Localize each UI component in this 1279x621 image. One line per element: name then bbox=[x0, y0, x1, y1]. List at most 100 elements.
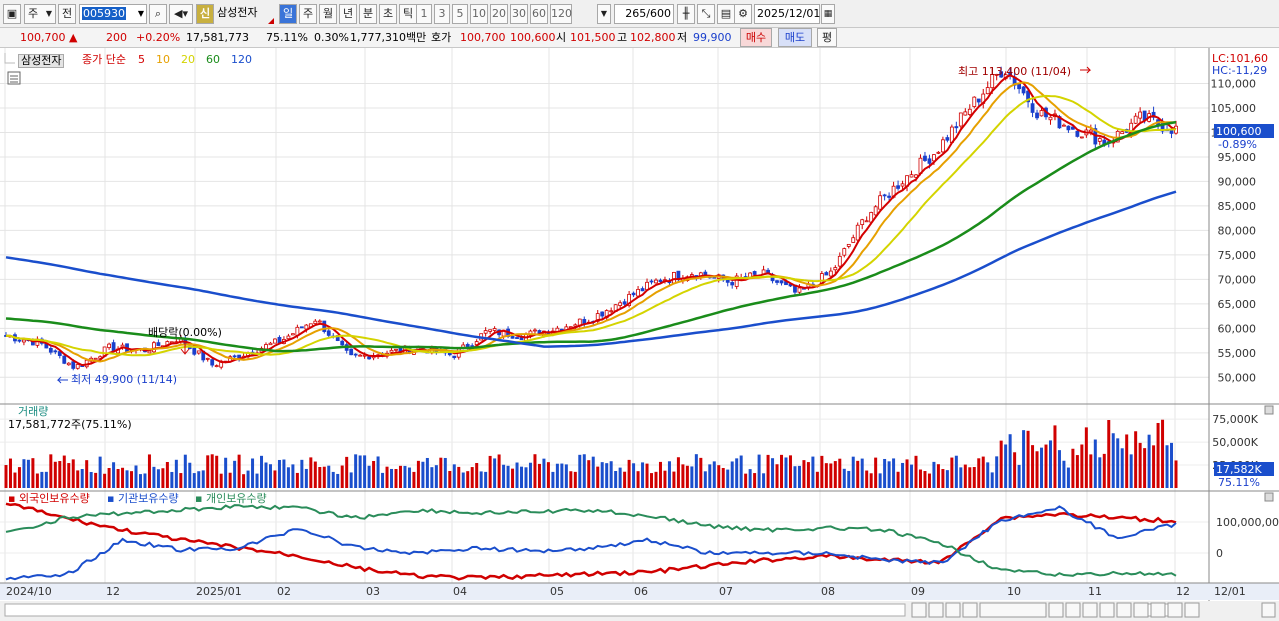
volume-bar bbox=[515, 462, 519, 488]
volume-bar bbox=[712, 461, 716, 488]
volume-bar bbox=[107, 468, 111, 488]
volume-bar bbox=[8, 458, 12, 488]
candle-body bbox=[734, 275, 739, 287]
candle-body bbox=[878, 195, 883, 210]
interval-option-10[interactable]: 10 bbox=[470, 4, 488, 24]
sell-button[interactable]: 매도 bbox=[778, 28, 812, 47]
volume-bar bbox=[219, 473, 223, 488]
candle-body bbox=[976, 98, 981, 103]
volume-bar bbox=[762, 473, 766, 488]
volume-bar bbox=[963, 464, 967, 488]
candle-body bbox=[882, 194, 887, 197]
stop-icon bbox=[945, 602, 961, 618]
volume-bar bbox=[869, 473, 873, 488]
current-price-label: 100,600 bbox=[1216, 125, 1262, 138]
volume-bar bbox=[304, 468, 308, 488]
candle-body bbox=[958, 112, 963, 127]
volume-bar bbox=[215, 455, 219, 488]
period-tab-6[interactable]: 틱 bbox=[399, 4, 417, 24]
interval-option-1[interactable]: 1 bbox=[416, 4, 432, 24]
buy-button[interactable]: 매수 bbox=[740, 28, 772, 47]
candle-body bbox=[1138, 111, 1143, 119]
volume-bar bbox=[838, 458, 842, 488]
ownership-legend-1[interactable]: ▪ 기관보유수량 bbox=[107, 492, 179, 505]
volume-bar bbox=[331, 471, 335, 488]
volume-bar bbox=[829, 463, 833, 488]
interval-option-30[interactable]: 30 bbox=[510, 4, 528, 24]
gear-icon[interactable]: ⚙ bbox=[734, 4, 752, 24]
period-tab-1[interactable]: 주 bbox=[299, 4, 317, 24]
volume-bar bbox=[1040, 447, 1044, 488]
ma-legend-20[interactable]: 20 bbox=[181, 53, 195, 66]
new-badge[interactable]: 신 bbox=[196, 4, 214, 24]
volume-bar bbox=[690, 466, 694, 488]
horizontal-scrollbar[interactable] bbox=[4, 603, 906, 617]
candle-chart-icon[interactable]: ▣ bbox=[3, 4, 21, 24]
candles-icon[interactable]: ╫ bbox=[677, 4, 695, 24]
save-icon[interactable]: ▤ bbox=[717, 4, 735, 24]
period-tab-0[interactable]: 일 bbox=[279, 4, 297, 24]
volume-bar bbox=[268, 464, 272, 488]
ma-legend-60[interactable]: 60 bbox=[206, 53, 220, 66]
period-select[interactable]: 주 ▼ bbox=[24, 4, 56, 24]
volume-bar bbox=[152, 466, 156, 488]
candle-body bbox=[940, 139, 945, 153]
date-input[interactable]: 2025/12/01 bbox=[754, 4, 820, 24]
candle-body bbox=[775, 280, 779, 283]
table-icon[interactable] bbox=[7, 71, 21, 85]
chevron-down-icon[interactable]: ▼ bbox=[597, 4, 611, 24]
period-tab-2[interactable]: 월 bbox=[319, 4, 337, 24]
volume-bar bbox=[58, 461, 62, 488]
volume-bar bbox=[582, 454, 586, 488]
candle-body bbox=[842, 248, 847, 256]
x-axis-tick: 2025/01 bbox=[196, 585, 242, 598]
volume-bar bbox=[569, 471, 573, 488]
period-tab-5[interactable]: 초 bbox=[379, 4, 397, 24]
volume-bar bbox=[430, 467, 434, 488]
ownership-legend-0[interactable]: ▪ 외국인보유수량 bbox=[8, 492, 90, 505]
speaker-icon[interactable]: ◀▾ bbox=[169, 4, 193, 24]
price-change-pct: +0.20% bbox=[136, 31, 181, 44]
crosshair-icon[interactable]: ⤡ bbox=[697, 4, 715, 24]
panel-close-icon[interactable] bbox=[1264, 492, 1274, 502]
calendar-icon[interactable]: ▦ bbox=[821, 4, 835, 24]
ownership-legend-2[interactable]: ▪ 개인보유수량 bbox=[195, 492, 267, 505]
volume-bar bbox=[394, 469, 398, 488]
period-tab-4[interactable]: 분 bbox=[359, 4, 377, 24]
volume-bar bbox=[533, 454, 537, 488]
interval-option-120[interactable]: 120 bbox=[550, 4, 572, 24]
ma-legend-120[interactable]: 120 bbox=[231, 53, 252, 66]
dividend-note: 배당락(0.00%) bbox=[148, 326, 222, 339]
period-tab-3[interactable]: 년 bbox=[339, 4, 357, 24]
volume-bar bbox=[1098, 457, 1102, 488]
candle-body bbox=[528, 330, 533, 336]
volume-bar bbox=[1156, 422, 1160, 488]
price-y-tick: 80,000 bbox=[1218, 224, 1257, 237]
interval-option-20[interactable]: 20 bbox=[490, 4, 508, 24]
volume-bar bbox=[878, 473, 882, 488]
minus-icon bbox=[1150, 602, 1166, 618]
stock-code-input[interactable]: 005930 ▼ bbox=[79, 4, 147, 24]
count-input[interactable]: 265/600 bbox=[614, 4, 674, 24]
ma-legend-10[interactable]: 10 bbox=[156, 53, 170, 66]
candle-body bbox=[232, 355, 237, 358]
interval-option-60[interactable]: 60 bbox=[530, 4, 548, 24]
interval-option-3[interactable]: 3 bbox=[434, 4, 450, 24]
volume-bar bbox=[53, 461, 57, 488]
ma-legend-5[interactable]: 5 bbox=[138, 53, 145, 66]
volume-bar bbox=[703, 471, 707, 488]
volume-bar bbox=[1071, 448, 1075, 488]
search-icon[interactable]: ⌕ bbox=[149, 4, 167, 24]
volume-bar bbox=[699, 457, 703, 488]
bid-label: 호가 bbox=[431, 31, 452, 44]
volume-bar bbox=[748, 469, 752, 488]
volume-bar bbox=[887, 461, 891, 488]
interval-option-5[interactable]: 5 bbox=[452, 4, 468, 24]
price-chart[interactable]: 2024/10 12 2025/01 02 03 04 05 06 07 08 09 10 11 12 12… bbox=[0, 48, 1279, 621]
trade-amount: 1,777,310백만 bbox=[350, 31, 427, 44]
panel-close-icon[interactable] bbox=[1264, 405, 1274, 415]
avg-button[interactable]: 평 bbox=[817, 28, 837, 47]
x-axis-tick: 06 bbox=[634, 585, 648, 598]
volume-bar bbox=[681, 464, 685, 488]
prev-button[interactable]: 전 bbox=[58, 4, 76, 24]
